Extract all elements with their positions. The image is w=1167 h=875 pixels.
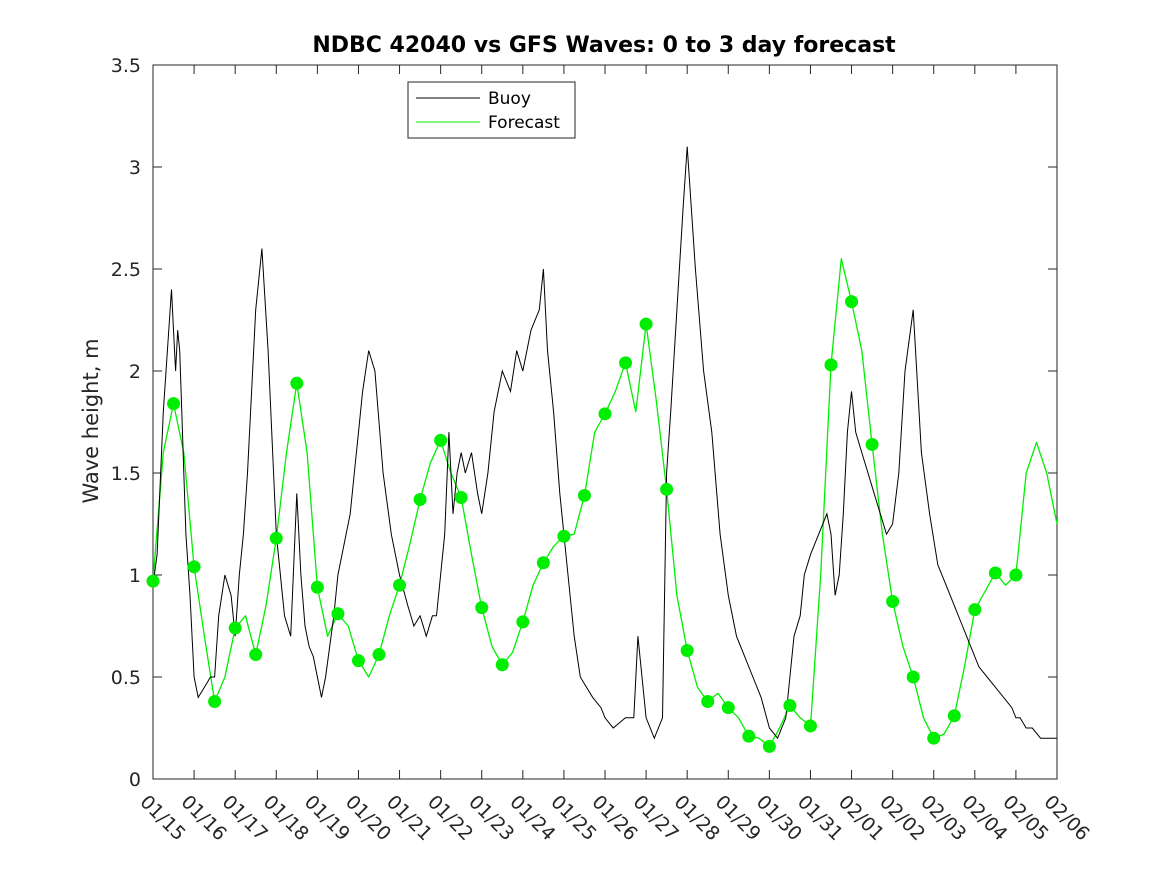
forecast-marker — [721, 701, 735, 715]
forecast-marker — [783, 699, 797, 713]
forecast-marker — [886, 595, 900, 609]
forecast-marker — [393, 578, 407, 592]
forecast-marker — [413, 493, 427, 507]
forecast-marker — [824, 358, 838, 372]
forecast-marker — [249, 648, 263, 662]
y-tick-label: 2.5 — [111, 259, 141, 281]
forecast-marker — [619, 356, 633, 370]
y-tick-label: 0 — [129, 769, 141, 791]
y-tick-label: 1 — [129, 565, 141, 587]
forecast-marker — [988, 566, 1002, 580]
forecast-marker — [516, 615, 530, 629]
y-tick-label: 3.5 — [111, 55, 141, 77]
y-tick-label: 0.5 — [111, 667, 141, 689]
chart-title: NDBC 42040 vs GFS Waves: 0 to 3 day fore… — [312, 33, 896, 58]
forecast-marker — [639, 317, 653, 331]
forecast-marker — [865, 437, 879, 451]
forecast-marker — [208, 694, 222, 708]
forecast-marker — [927, 731, 941, 745]
legend-buoy-label: Buoy — [488, 89, 531, 109]
forecast-marker — [742, 729, 756, 743]
forecast-marker — [660, 482, 674, 496]
forecast-marker — [351, 654, 365, 668]
forecast-marker — [845, 295, 859, 309]
forecast-marker — [495, 658, 509, 672]
forecast-marker — [167, 397, 181, 411]
forecast-marker — [762, 739, 776, 753]
forecast-marker — [475, 601, 489, 615]
forecast-marker — [947, 709, 961, 723]
forecast-marker — [968, 603, 982, 617]
legend-forecast-label: Forecast — [488, 113, 560, 133]
forecast-marker — [1009, 568, 1023, 582]
forecast-marker — [577, 488, 591, 502]
forecast-marker — [269, 531, 283, 545]
forecast-marker — [536, 556, 550, 570]
forecast-marker — [187, 560, 201, 574]
forecast-marker — [680, 643, 694, 657]
y-axis-label: Wave height, m — [79, 338, 103, 503]
forecast-marker — [906, 670, 920, 684]
forecast-marker — [310, 580, 324, 594]
forecast-marker — [454, 490, 468, 504]
forecast-marker — [372, 648, 386, 662]
y-tick-label: 2 — [129, 361, 141, 383]
forecast-marker — [290, 376, 304, 390]
forecast-marker — [331, 607, 345, 621]
forecast-marker — [228, 621, 242, 635]
y-tick-label: 1.5 — [111, 463, 141, 485]
legend-frame — [407, 81, 576, 139]
buoy-series-line — [152, 146, 1057, 740]
y-tick-label: 3 — [129, 157, 141, 179]
legend: Buoy Forecast — [407, 81, 576, 139]
forecast-marker — [434, 433, 448, 447]
forecast-marker — [803, 719, 817, 733]
forecast-marker — [557, 529, 571, 543]
forecast-marker — [701, 694, 715, 708]
forecast-marker — [598, 407, 612, 421]
forecast-marker — [146, 574, 160, 588]
